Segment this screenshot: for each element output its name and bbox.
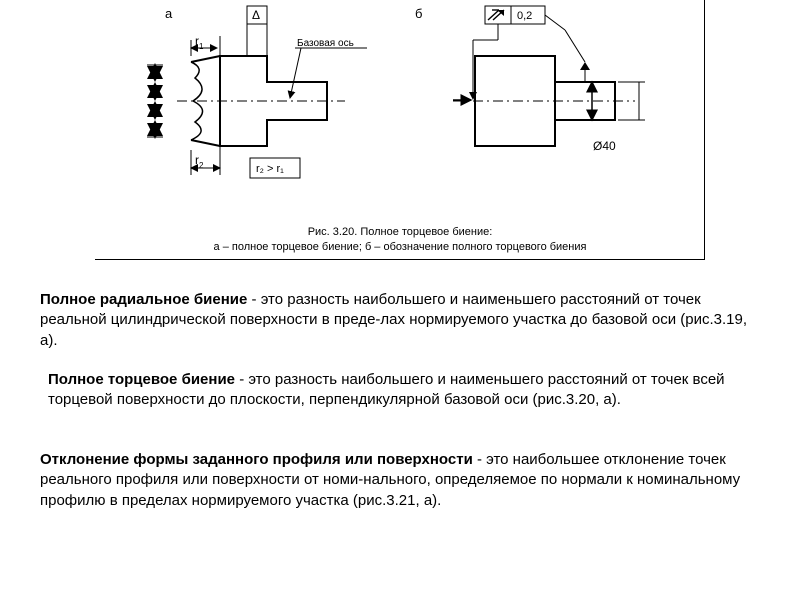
figure-container: a Δ r1 xyxy=(95,0,705,260)
base-axis-label: Базовая ось xyxy=(297,38,354,49)
r-ineq-label: r₂ > r₁ xyxy=(256,163,284,175)
left-arrows xyxy=(147,65,163,137)
technical-diagram: a Δ r1 xyxy=(95,0,705,222)
p2-term: Полное торцевое биение xyxy=(48,371,235,388)
tolerance-frame: 0,2 xyxy=(485,6,545,24)
tolerance-value: 0,2 xyxy=(517,10,532,22)
diagram-b: б 0,2 xyxy=(415,6,645,153)
figure-caption: Рис. 3.20. Полное торцевое биение: а – п… xyxy=(95,225,705,255)
part-b-shaft xyxy=(555,82,615,120)
paragraph-1: Полное радиальное биение - это разность … xyxy=(40,290,760,351)
p3-term: Отклонение формы заданного профиля или п… xyxy=(40,451,473,468)
label-b: б xyxy=(415,6,422,21)
r2-label: r2 xyxy=(195,153,204,170)
diameter-label: Ø40 xyxy=(593,139,616,153)
part-a-outline xyxy=(220,56,327,146)
caption-line1: Рис. 3.20. Полное торцевое биение: xyxy=(308,226,493,238)
p1-term: Полное радиальное биение xyxy=(40,291,247,308)
paragraph-2: Полное торцевое биение - это разность на… xyxy=(48,370,760,411)
delta-label: Δ xyxy=(252,8,260,22)
page: a Δ r1 xyxy=(0,0,800,600)
diagram-a: a Δ r1 xyxy=(147,6,367,178)
caption-line2: а – полное торцевое биение; б – обозначе… xyxy=(214,241,587,253)
paragraph-3: Отклонение формы заданного профиля или п… xyxy=(40,450,760,511)
label-a: a xyxy=(165,6,173,21)
